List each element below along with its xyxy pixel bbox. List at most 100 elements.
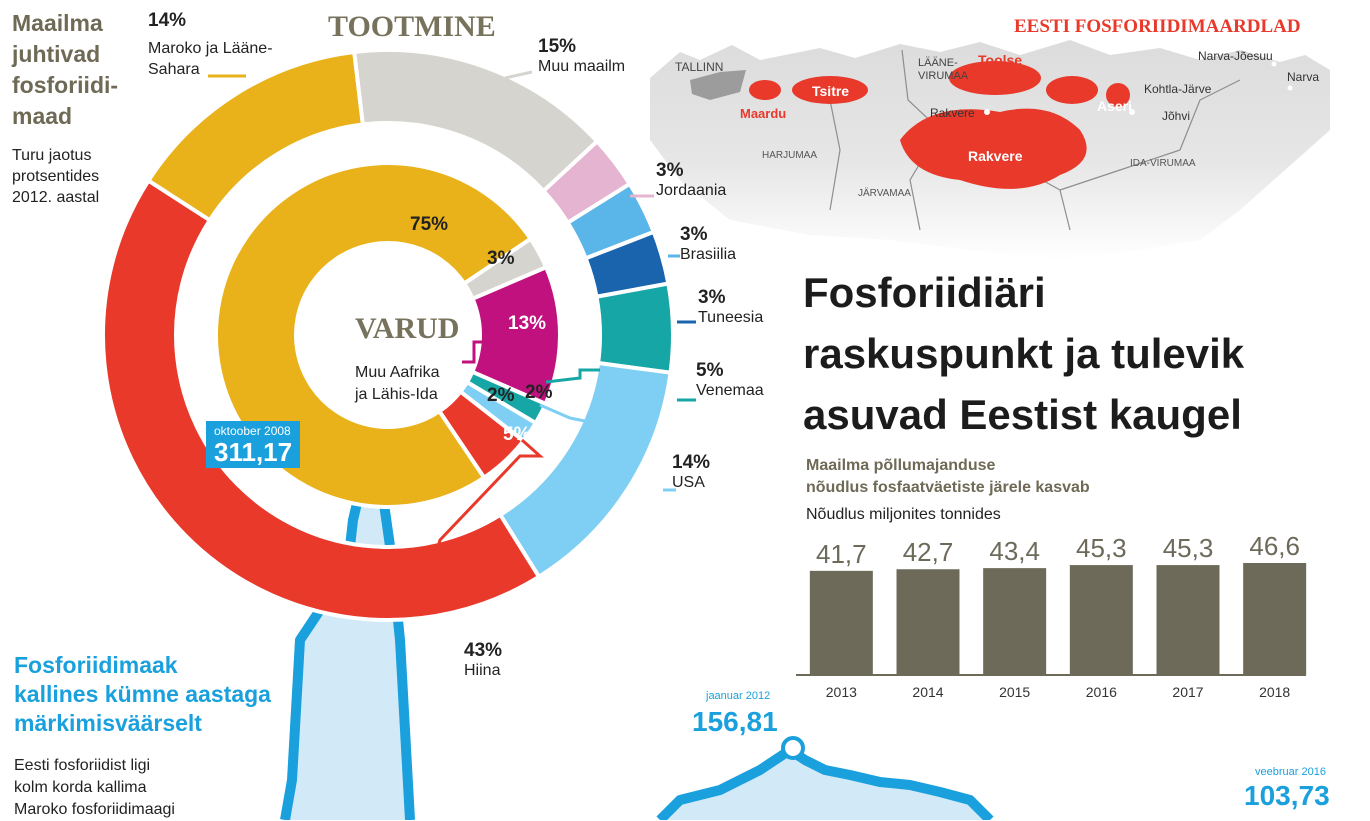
prod-name-usa: USA: [672, 474, 710, 492]
bar-2017: [1157, 565, 1220, 675]
deposit-label-tsitre: Tsitre: [812, 83, 849, 99]
annotation-2012: jaanuar 2012: [706, 690, 770, 702]
bar-category-2015: 2015: [999, 684, 1030, 700]
main-title: Fosforiidiäri raskuspunkt ja tulevik asu…: [803, 262, 1363, 445]
prod-pct-maroko: 14%: [148, 10, 273, 32]
prod-name-tuneesia: Tuneesia: [698, 309, 763, 327]
bar-value-2017: 45,3: [1163, 533, 1214, 563]
side-title-line-2: juhtivad: [12, 39, 142, 70]
annotation-2008-date: oktoober 2008: [214, 425, 292, 437]
prod-pct-hiina: 43%: [464, 640, 502, 662]
bar-value-2018: 46,6: [1249, 531, 1300, 561]
annotation-2012-date: jaanuar 2012: [706, 690, 770, 702]
reserves-label-13: 13%: [508, 313, 546, 335]
main-title-line-2: raskuspunkt ja tulevik: [803, 323, 1363, 384]
reserves-label-5: 5%: [503, 424, 530, 446]
main-title-line-3: asuvad Eestist kaugel: [803, 384, 1363, 445]
annotation-2008: oktoober 2008 311,17: [206, 421, 300, 468]
map-label-narva-joesuu: Narva-Jõesuu: [1198, 49, 1273, 63]
side-subtitle: Turu jaotus protsentides 2012. aastal: [12, 145, 152, 208]
bar-value-2015: 43,4: [989, 536, 1040, 566]
side-subtitle-line-2: protsentides: [12, 166, 152, 187]
prod-label-brasiilia: 3% Brasiilia: [680, 224, 736, 264]
prod-label-usa: 14% USA: [672, 452, 710, 492]
bar-chart-title-line-1: Maailma põllumajanduse: [806, 455, 1090, 477]
prod-label-hiina: 43% Hiina: [464, 640, 502, 680]
prod-name-maroko-1: Maroko ja Lääne-: [148, 38, 273, 59]
side-title: Maailma juhtivad fosforiidi- maad: [12, 8, 142, 132]
prod-label-jordaania: 3% Jordaania: [656, 160, 726, 200]
bar-chart-subtitle: Nõudlus miljonites tonnides: [806, 506, 1001, 524]
map-label-ida-virumaa: IDA-VIRUMAA: [1130, 158, 1196, 169]
map-label-rakvere: Rakvere: [930, 106, 975, 120]
map-label-narva: Narva: [1287, 70, 1319, 84]
bar-2014: [897, 569, 960, 675]
side-title-line-3: fosforiidi-: [12, 70, 142, 101]
bar-2016: [1070, 565, 1133, 675]
side-subtitle-line-3: 2012. aastal: [12, 187, 152, 208]
prod-label-tuneesia: 3% Tuneesia: [698, 287, 763, 327]
deposit-label-rakvere: Rakvere: [968, 148, 1023, 164]
prod-name-venemaa: Venemaa: [696, 382, 764, 400]
bar-value-2013: 41,7: [816, 539, 867, 569]
line-chart-title-line-3: märkimisväärselt: [14, 709, 304, 738]
map-label-johvi: Jõhvi: [1162, 109, 1190, 123]
prod-pct-muu: 15%: [538, 36, 625, 58]
deposit-label-aseri: Aseri: [1097, 98, 1132, 114]
reserves-note-line-1: Muu Aafrika: [355, 362, 439, 384]
bar-category-2016: 2016: [1086, 684, 1117, 700]
bar-category-2014: 2014: [912, 684, 943, 700]
main-title-line-1: Fosforiidiäri: [803, 262, 1363, 323]
prod-name-brasiilia: Brasiilia: [680, 246, 736, 264]
line-chart-title-line-1: Fosforiidimaak: [14, 651, 304, 680]
line-chart-subtitle-line-3: Maroko fosforiidimaagi: [14, 799, 234, 821]
bar-category-2013: 2013: [826, 684, 857, 700]
line-chart-subtitle-line-1: Eesti fosforiidist ligi: [14, 755, 234, 777]
bar-value-2014: 42,7: [903, 537, 954, 567]
prod-pct-tuneesia: 3%: [698, 287, 763, 309]
prod-label-maroko: 14% Maroko ja Lääne- Sahara: [148, 10, 273, 80]
prod-pct-jordaania: 3%: [656, 160, 726, 182]
line-chart-subtitle-line-2: kolm korda kallima: [14, 777, 234, 799]
deposit-label-toolse: Toolse: [978, 52, 1022, 68]
reserves-label-75: 75%: [410, 214, 448, 236]
production-title: TOOTMINE: [328, 10, 496, 44]
line-chart-subtitle: Eesti fosforiidist ligi kolm korda kalli…: [14, 755, 234, 821]
prod-label-venemaa: 5% Venemaa: [696, 360, 764, 400]
bar-category-2018: 2018: [1259, 684, 1290, 700]
annotation-2016-value: 103,73: [1244, 780, 1330, 812]
annotation-2016-date: veebruar 2016: [1255, 766, 1326, 778]
map-label-virumaa: VIRUMAA: [918, 70, 968, 82]
production-segment-6: [597, 284, 673, 373]
side-title-line-4: maad: [12, 101, 142, 132]
map-label-laane: LÄÄNE-: [918, 57, 958, 69]
bar-chart-title-line-2: nõudlus fosfaatväetiste järele kasvab: [806, 477, 1090, 499]
bar-value-2016: 45,3: [1076, 533, 1127, 563]
bar-chart: 41,7 2013 42,7 2014 43,4 2015 45,3 2016 45,3 2017…: [796, 525, 1316, 705]
prod-pct-brasiilia: 3%: [680, 224, 736, 246]
prod-name-hiina: Hiina: [464, 662, 502, 680]
bar-chart-title: Maailma põllumajanduse nõudlus fosfaatvä…: [806, 455, 1090, 499]
reserves-note: Muu Aafrika ja Lähis-Ida: [355, 362, 439, 406]
reserves-label-2b: 2%: [487, 385, 514, 407]
prod-name-muu: Muu maailm: [538, 58, 625, 76]
side-subtitle-line-1: Turu jaotus: [12, 145, 152, 166]
map-label-kohtla: Kohtla-Järve: [1144, 82, 1211, 96]
prod-pct-venemaa: 5%: [696, 360, 764, 382]
annotation-2008-value: 311,17: [214, 439, 292, 465]
prod-label-muu: 15% Muu maailm: [538, 36, 625, 76]
bar-2013: [810, 571, 873, 675]
reserves-label-2a: 2%: [525, 382, 552, 404]
reserves-note-line-2: ja Lähis-Ida: [355, 384, 439, 406]
map-label-jarvamaa: JÄRVAMAA: [858, 188, 911, 199]
bar-2018: [1243, 563, 1306, 675]
prod-name-maroko-2: Sahara: [148, 59, 273, 80]
line-chart-title: Fosforiidimaak kallines kümne aastaga mä…: [14, 651, 304, 738]
prod-name-jordaania: Jordaania: [656, 182, 726, 200]
map-title: EESTI FOSFORIIDIMAARDLAD: [1014, 16, 1301, 38]
reserves-label-3: 3%: [487, 248, 514, 270]
prod-pct-usa: 14%: [672, 452, 710, 474]
bar-category-2017: 2017: [1172, 684, 1203, 700]
reserves-title: VARUD: [355, 312, 459, 346]
side-title-line-1: Maailma: [12, 8, 142, 39]
